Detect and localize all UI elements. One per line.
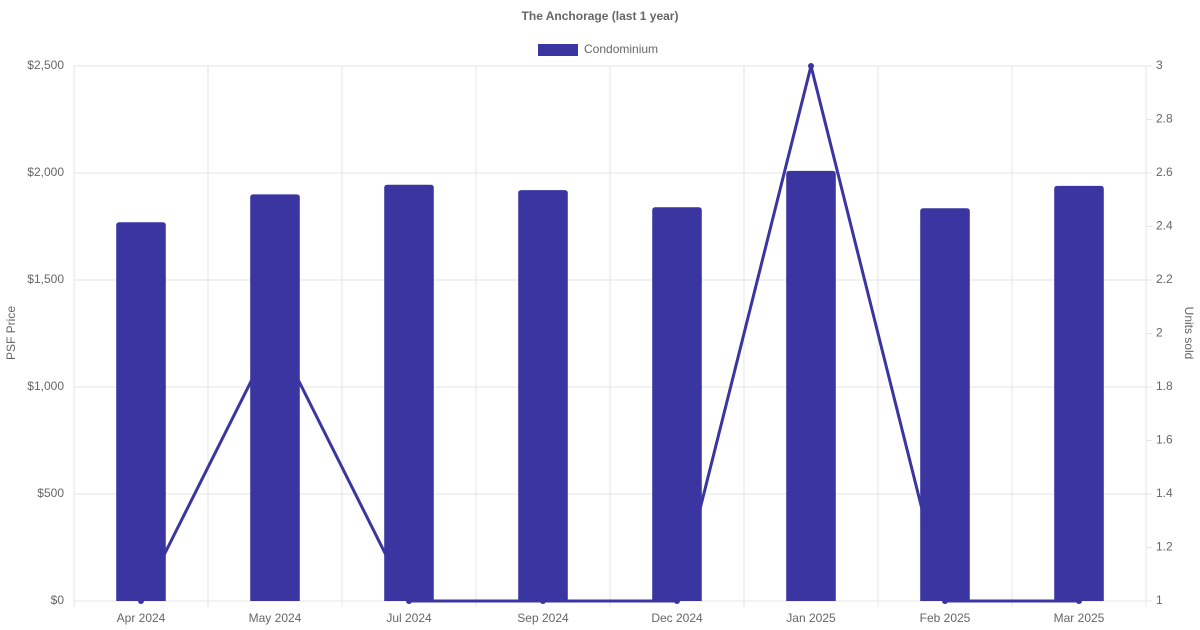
line — [139, 65, 1079, 603]
x-tick-label: Mar 2025 — [1054, 611, 1105, 625]
y2-tick-label: 2.2 — [1156, 272, 1173, 286]
legend-swatch — [538, 44, 578, 56]
point — [272, 330, 278, 337]
chart-title: The Anchorage (last 1 year) — [522, 9, 679, 23]
point — [674, 598, 680, 604]
y2-tick-label: 1.4 — [1156, 486, 1173, 500]
point — [540, 598, 546, 604]
point — [942, 598, 948, 604]
y2-tick-label: 2.4 — [1156, 219, 1173, 233]
bar — [384, 184, 434, 601]
point — [138, 598, 144, 604]
bar — [250, 194, 300, 601]
y2-tick-label: 2.6 — [1156, 165, 1173, 179]
bar — [116, 222, 166, 601]
y-tick-label: $2,000 — [27, 165, 64, 179]
y2-tick-label: 1.6 — [1156, 433, 1173, 447]
y2-tick-label: 3 — [1156, 58, 1163, 72]
y2-tick-label: 2.8 — [1156, 112, 1173, 126]
point — [406, 598, 412, 604]
y-tick-label: $500 — [37, 486, 64, 500]
y2-tick-label: 1.8 — [1156, 379, 1173, 393]
bar — [652, 207, 702, 602]
legend-label: Condominium — [584, 42, 658, 56]
y-axis-title: PSF Price — [4, 306, 18, 360]
bar — [786, 170, 836, 602]
y-tick-label: $1,000 — [27, 379, 64, 393]
y-tick-label: $0 — [51, 593, 65, 607]
bar — [1054, 185, 1104, 601]
x-tick-label: Jul 2024 — [386, 611, 432, 625]
x-tick-label: May 2024 — [249, 611, 302, 625]
y2-tick-label: 1 — [1156, 593, 1163, 607]
x-tick-label: Apr 2024 — [117, 611, 166, 625]
y-tick-label: $2,500 — [27, 58, 64, 72]
bar — [518, 190, 568, 601]
point — [808, 63, 814, 69]
x-tick-label: Dec 2024 — [651, 611, 703, 625]
y2-axis-title: Units sold — [1182, 307, 1196, 360]
y2-tick-label: 2 — [1156, 326, 1163, 340]
bar — [920, 208, 970, 601]
y2-tick-label: 1.2 — [1156, 540, 1173, 554]
x-tick-label: Jan 2025 — [786, 611, 836, 625]
point — [1076, 598, 1082, 604]
x-tick-label: Feb 2025 — [920, 611, 971, 625]
y-tick-label: $1,500 — [27, 272, 64, 286]
x-tick-label: Sep 2024 — [517, 611, 569, 625]
